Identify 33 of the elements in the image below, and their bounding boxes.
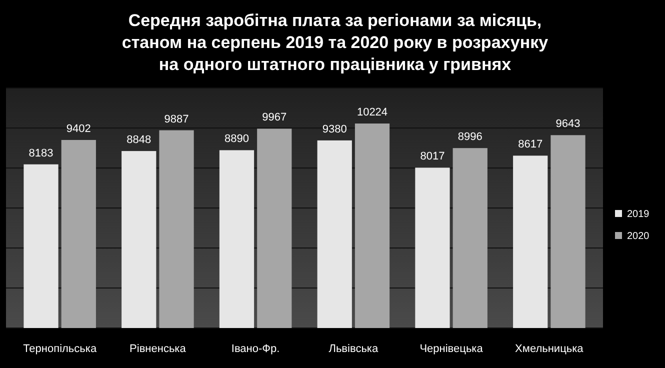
data-label: 9967 (262, 112, 287, 124)
bar (61, 140, 96, 328)
bar (452, 148, 488, 328)
bar (159, 130, 194, 328)
data-label: 9380 (322, 123, 347, 136)
x-tick-label: Львівська (328, 343, 379, 355)
data-label: 8890 (224, 133, 249, 146)
bar (24, 164, 58, 328)
bar (219, 150, 254, 328)
x-tick-label: Тернопільська (23, 343, 98, 355)
bar (354, 124, 390, 328)
x-tick-label: Хмельницька (515, 343, 584, 355)
data-label: 8617 (518, 138, 543, 151)
bar (513, 156, 548, 328)
legend-label: 2019 (627, 209, 650, 220)
data-label: 10224 (356, 106, 388, 119)
x-tick-label: Чернівецька (420, 343, 484, 355)
data-label: 9887 (164, 113, 189, 126)
x-tick-label: Івано-Фр. (231, 343, 280, 355)
data-label: 9402 (66, 122, 91, 135)
bar (317, 140, 352, 328)
bar (122, 151, 156, 328)
x-tick-label: Рівненська (130, 343, 187, 355)
chart-title: Середня заробітна плата за регіонами за місяць, станом на серпень 2019 та 2020 року в розрахунку на одного штатного працівника у гривнях (122, 11, 549, 74)
data-label: 8848 (126, 134, 152, 146)
legend-label: 2020 (627, 231, 650, 242)
bar (550, 135, 586, 328)
data-label: 8996 (458, 131, 482, 144)
bar (257, 128, 292, 328)
bar (415, 168, 450, 328)
data-label: 9643 (556, 118, 580, 130)
data-label: 8017 (420, 150, 445, 163)
data-label: 8183 (28, 147, 54, 160)
